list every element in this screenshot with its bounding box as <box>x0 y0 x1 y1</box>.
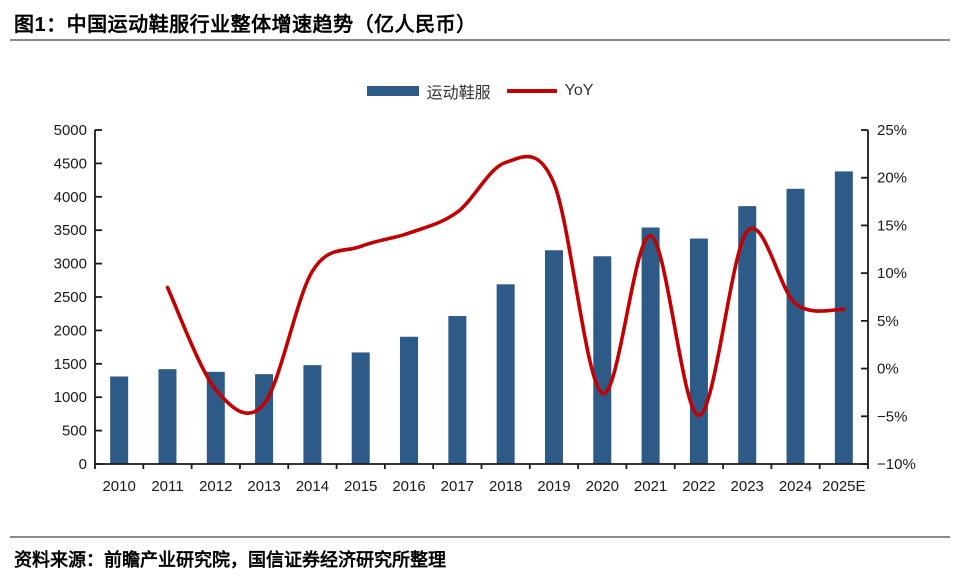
bar-2018 <box>496 284 515 464</box>
bars-series <box>110 171 853 465</box>
footer-divider <box>10 536 950 538</box>
axis-tick-label: 2015 <box>344 478 377 495</box>
axis-tick-label: 2016 <box>392 478 425 495</box>
title-divider <box>10 39 950 41</box>
bar-2015 <box>351 352 370 464</box>
bar-2013 <box>255 374 274 464</box>
bar-2016 <box>400 336 419 464</box>
axis-tick-label: 4000 <box>54 189 87 206</box>
axis-tick-label: 2021 <box>634 478 667 495</box>
axis-tick-label: 2013 <box>247 478 280 495</box>
y-axis-right: −10% −5% 0% 5% 10% 15% 20% 25% <box>861 122 916 473</box>
bar-2011 <box>158 369 177 464</box>
legend-line-label: YoY <box>564 82 594 99</box>
axis-tick-label: 0 <box>79 456 87 473</box>
axis-tick-label: 2024 <box>779 478 812 495</box>
axis-tick-label: 1000 <box>54 389 87 406</box>
axis-tick-label: 2000 <box>54 322 87 339</box>
bar-2020 <box>593 256 612 464</box>
bar-2019 <box>544 250 563 464</box>
bar-2010 <box>110 376 129 464</box>
legend-bar-label: 运动鞋服 <box>426 85 491 102</box>
bar-2025E <box>834 171 853 464</box>
axis-tick-label: 2019 <box>537 478 570 495</box>
axis-tick-label: 2017 <box>441 478 474 495</box>
axis-tick-label: 2023 <box>731 478 764 495</box>
bar-2024 <box>786 188 805 464</box>
axis-tick-label: 2011 <box>151 478 183 495</box>
axis-tick-label: 2022 <box>682 478 715 495</box>
axis-tick-label: 2020 <box>586 478 619 495</box>
bar-2021 <box>641 227 660 464</box>
axis-tick-label: 0% <box>877 361 899 378</box>
axis-tick-label: 25% <box>877 122 907 139</box>
axis-tick-label: 10% <box>877 265 907 282</box>
axis-tick-label: 3500 <box>54 222 87 239</box>
bar-2012 <box>206 371 225 464</box>
axis-tick-label: 5000 <box>54 122 87 139</box>
axis-tick-label: 20% <box>877 170 907 187</box>
axis-tick-label: 4500 <box>54 155 87 172</box>
axis-tick-label: 2500 <box>54 289 87 306</box>
yoy-line <box>165 154 846 418</box>
chart-legend: 运动鞋服 YoY <box>0 79 960 103</box>
x-axis: 2010 2011 2012 2013 2014 2015 2016 2017 2018 2019… <box>94 464 869 495</box>
chart-title: 图1：中国运动鞋服行业整体增速趋势（亿人民币） <box>14 14 477 36</box>
axis-tick-label: 2014 <box>296 478 329 495</box>
bar-2014 <box>303 365 322 464</box>
axis-tick-label: −5% <box>877 408 907 425</box>
bar-2017 <box>448 316 467 464</box>
bar-2023 <box>738 206 757 465</box>
axis-tick-label: 2025E <box>822 478 865 495</box>
axis-tick-label: 1500 <box>54 356 87 373</box>
axis-tick-label: 5% <box>877 313 899 330</box>
axis-tick-label: −10% <box>877 456 916 473</box>
axis-tick-label: 2012 <box>199 478 232 495</box>
axis-tick-label: 2010 <box>102 478 135 495</box>
source-note: 资料来源：前瞻产业研究院，国信证券经济研究所整理 <box>14 550 446 570</box>
axis-tick-label: 500 <box>62 423 87 440</box>
axis-tick-label: 3000 <box>54 256 87 273</box>
bar-2022 <box>689 238 708 464</box>
y-axis-left: 0 500 1000 1500 2000 2500 3000 3500 4000 4500 5000 <box>54 122 102 473</box>
legend-line-swatch-icon <box>506 89 557 93</box>
legend-bar-swatch-icon <box>366 86 419 96</box>
axis-tick-label: 2018 <box>489 478 522 495</box>
axis-tick-label: 15% <box>877 217 907 234</box>
